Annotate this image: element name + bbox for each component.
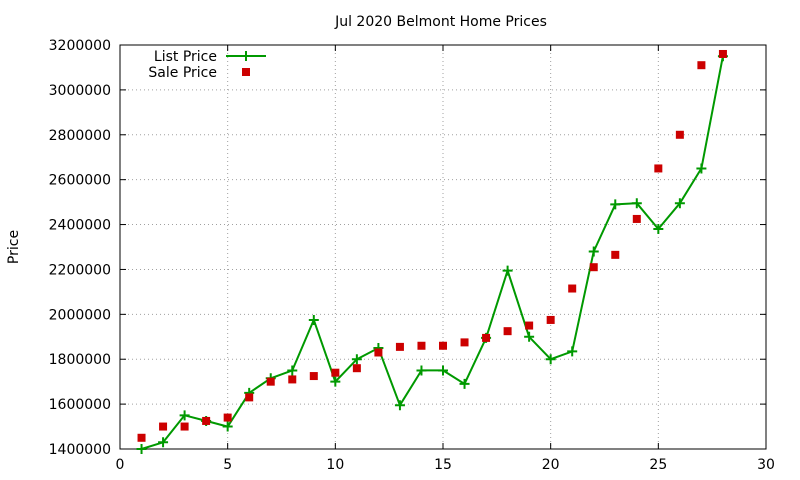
series-list-price bbox=[136, 51, 728, 454]
y-tick-label: 1400000 bbox=[49, 442, 111, 458]
y-tick-label: 2600000 bbox=[49, 173, 111, 189]
sale-price-point bbox=[223, 413, 232, 422]
legend-symbol-sale-price bbox=[242, 68, 250, 76]
y-tick-label: 2800000 bbox=[49, 128, 111, 144]
x-tick-label: 30 bbox=[757, 457, 775, 473]
sale-price-point bbox=[159, 422, 168, 431]
sale-price-point bbox=[503, 327, 512, 336]
list-price-point bbox=[610, 199, 621, 210]
list-price-point bbox=[459, 378, 470, 389]
list-price-point bbox=[653, 224, 664, 235]
list-price-point bbox=[394, 400, 405, 411]
sale-price-point bbox=[202, 416, 211, 425]
legend-symbol-list-price bbox=[226, 51, 266, 61]
list-price-point bbox=[222, 421, 233, 432]
y-axis-label: Price bbox=[6, 230, 22, 264]
list-price-point bbox=[524, 331, 535, 342]
list-price-point bbox=[567, 346, 578, 357]
list-price-point bbox=[351, 354, 362, 365]
grid bbox=[120, 45, 766, 449]
list-price-point bbox=[502, 265, 513, 276]
sale-price-point bbox=[288, 375, 297, 384]
y-tick-label: 1600000 bbox=[49, 397, 111, 413]
list-price-point bbox=[696, 163, 707, 174]
sale-price-point bbox=[525, 321, 534, 330]
y-tick-label: 3200000 bbox=[49, 38, 111, 54]
x-tick-label: 10 bbox=[326, 457, 344, 473]
list-price-point bbox=[158, 437, 169, 448]
list-price-point bbox=[545, 354, 556, 365]
sale-price-point bbox=[568, 284, 577, 293]
sale-price-point bbox=[482, 333, 491, 342]
sale-price-point bbox=[374, 348, 383, 357]
legend-point-list-price bbox=[241, 51, 251, 61]
sale-price-point bbox=[266, 377, 275, 386]
sale-price-point bbox=[245, 393, 254, 402]
sale-price-point bbox=[589, 263, 598, 272]
sale-price-point bbox=[309, 372, 318, 381]
sale-price-point bbox=[395, 342, 404, 351]
list-price-point bbox=[631, 198, 642, 209]
list-price-point bbox=[416, 365, 427, 376]
legend-label-list-price: List Price bbox=[154, 49, 217, 65]
sale-price-point bbox=[180, 422, 189, 431]
x-tick-label: 20 bbox=[542, 457, 560, 473]
x-tick-label: 5 bbox=[223, 457, 232, 473]
list-price-point bbox=[674, 198, 685, 209]
sale-price-point bbox=[546, 315, 555, 324]
list-price-point bbox=[179, 410, 190, 421]
list-price-point bbox=[136, 444, 147, 454]
sale-price-point bbox=[331, 368, 340, 377]
y-tick-label: 3000000 bbox=[49, 83, 111, 99]
y-tick-label: 2200000 bbox=[49, 262, 111, 278]
sale-price-point bbox=[137, 433, 146, 442]
sale-price-point bbox=[718, 49, 727, 58]
sale-price-point bbox=[352, 364, 361, 373]
list-price-point bbox=[287, 365, 298, 376]
chart-title: Jul 2020 Belmont Home Prices bbox=[334, 14, 547, 30]
list-price-line bbox=[141, 56, 724, 450]
y-tick-label: 2000000 bbox=[49, 307, 111, 323]
sale-price-point bbox=[632, 214, 641, 223]
x-axis-tick-labels: 0 5 10 15 20 25 30 bbox=[116, 457, 775, 473]
sale-price-point bbox=[439, 341, 447, 350]
list-price-point bbox=[330, 376, 341, 387]
sale-price-point bbox=[654, 164, 663, 173]
legend-label-sale-price: Sale Price bbox=[148, 65, 217, 81]
list-price-point bbox=[588, 246, 599, 257]
legend: List Price Sale Price bbox=[148, 49, 266, 81]
legend-point-sale-price bbox=[242, 68, 250, 76]
x-tick-label: 0 bbox=[116, 457, 125, 473]
y-axis-tick-labels: 1400000 1600000 1800000 2000000 2200000 24000… bbox=[49, 38, 111, 458]
axis-ticks bbox=[119, 44, 767, 450]
y-tick-label: 1800000 bbox=[49, 352, 111, 368]
y-tick-label: 2400000 bbox=[49, 218, 111, 234]
sale-price-point bbox=[697, 61, 706, 70]
sale-price-point bbox=[417, 341, 426, 350]
list-price-point bbox=[308, 314, 319, 325]
sale-price-point bbox=[460, 338, 469, 347]
x-tick-label: 25 bbox=[649, 457, 667, 473]
x-tick-label: 15 bbox=[434, 457, 452, 473]
sale-price-point bbox=[611, 250, 620, 259]
series-sale-price bbox=[137, 49, 727, 442]
list-price-point bbox=[438, 365, 448, 376]
sale-price-point bbox=[675, 130, 684, 139]
